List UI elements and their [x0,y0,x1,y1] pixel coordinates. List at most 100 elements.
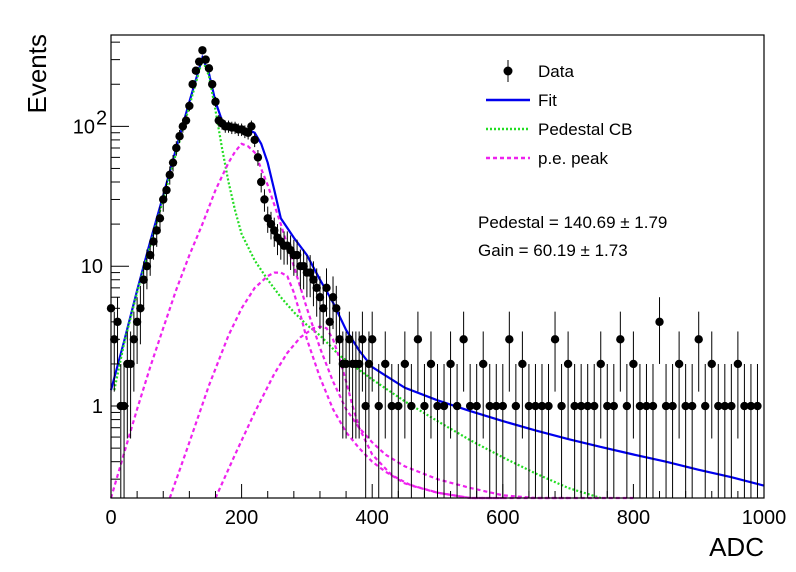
data-point [211,96,220,107]
data-point [328,276,338,330]
data-marker [165,170,174,180]
data-marker [603,401,612,411]
data-marker [325,317,334,327]
data-point [253,149,263,166]
data-marker [368,335,377,344]
data-point [472,363,481,498]
data-marker [247,122,256,131]
legend: Data Fit Pedestal CB p.e. peak [486,60,633,168]
data-point [155,206,165,233]
data-marker [175,132,184,141]
data-point [250,133,259,148]
data-point [181,115,191,127]
data-point [426,331,436,439]
data-marker [374,401,383,411]
data-point [126,331,135,439]
data-marker [394,401,403,411]
legend-entry: Pedestal CB [486,120,633,139]
data-point [655,297,664,364]
data-point [381,331,390,439]
data-marker [583,401,592,411]
data-point [319,285,328,345]
data-point [648,363,658,498]
data-point [687,363,697,498]
data-marker [387,401,396,411]
legend-label: Data [538,62,574,81]
data-marker [354,359,364,369]
x-tick-label: 400 [356,507,389,529]
data-marker [194,57,204,66]
data-marker [332,304,341,313]
data-point [433,363,442,498]
data-point [720,363,730,498]
data-point [413,311,423,392]
data-marker [472,401,481,411]
data-marker [511,401,521,411]
data-marker [328,293,338,302]
data-point [661,363,671,498]
data-marker [537,401,547,411]
data-marker [129,335,139,344]
data-marker [139,275,148,284]
data-marker [753,401,762,411]
data-marker [576,401,586,411]
data-marker [256,177,266,187]
data-marker [142,261,152,271]
data-marker [191,66,201,75]
data-marker [208,80,217,89]
data-marker [452,401,462,411]
data-point [479,331,488,439]
data-point [305,255,315,298]
data-point [266,211,276,240]
data-marker [299,261,308,271]
data-marker [358,335,367,344]
data-marker [498,401,507,411]
data-point [531,363,540,498]
data-marker [740,401,749,411]
data-marker [305,268,315,277]
data-marker [648,401,658,411]
data-marker [707,359,716,369]
x-axis-ticks: 0 200 400 600 800 1000 [105,484,786,529]
data-point [420,363,429,498]
data-marker [459,335,468,344]
y-axis-title: Events [22,34,52,114]
data-marker [407,401,416,411]
data-marker [152,226,161,235]
pedestal-cb-curve [113,56,602,500]
data-point [590,363,599,498]
data-marker [563,359,573,369]
data-marker [198,46,207,55]
data-point [446,331,455,439]
data-marker [465,401,475,411]
data-point [733,331,743,439]
data-marker [188,80,197,89]
data-marker [335,335,344,344]
data-point [746,363,756,498]
data-point [465,363,475,498]
data-marker [609,401,619,411]
data-marker [292,250,302,260]
data-point [191,66,201,75]
data-point [537,363,547,498]
data-point [159,189,168,212]
data-point [576,363,586,498]
data-marker [315,293,325,302]
data-point [544,363,553,498]
data-point [452,363,462,498]
data-marker [345,335,354,344]
data-point [165,166,174,185]
data-point-layer [106,46,762,498]
y-tick-label: 10 [81,256,103,278]
data-point [315,276,325,330]
data-marker [433,401,442,411]
data-point [629,331,638,439]
legend-label: Fit [538,91,557,110]
y-tick-label: 1 [92,396,103,418]
data-marker [655,317,664,327]
data-point [208,80,217,89]
data-marker [668,401,677,411]
data-marker [596,359,605,369]
data-point [325,297,334,364]
data-marker [531,401,540,411]
